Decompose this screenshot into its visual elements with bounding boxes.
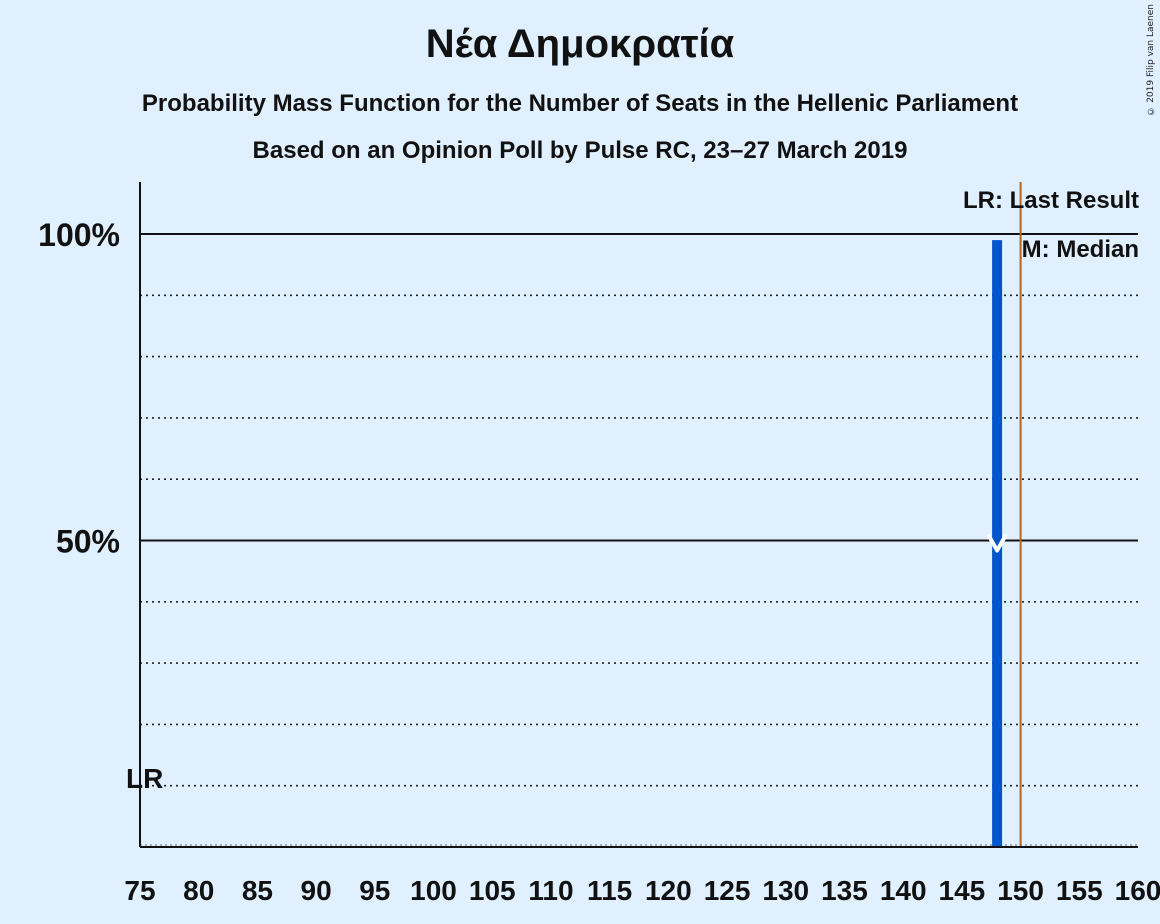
x-tick-label: 100 xyxy=(410,875,457,906)
x-tick-label: 135 xyxy=(821,875,868,906)
chart-subtitle: Probability Mass Function for the Number… xyxy=(141,90,1019,117)
x-tick-label: 125 xyxy=(704,875,751,906)
bar-layer xyxy=(986,182,1022,847)
x-tick-label: 95 xyxy=(359,875,390,906)
x-tick-label: 85 xyxy=(242,875,273,906)
median-marker xyxy=(986,533,1008,553)
x-tick-label: 140 xyxy=(880,875,927,906)
x-tick-label: 110 xyxy=(528,875,573,906)
y-tick-label: 50% xyxy=(56,524,120,560)
x-tick-label: 80 xyxy=(183,875,214,906)
x-tick-label: 120 xyxy=(645,875,692,906)
x-tick-label: 160 xyxy=(1115,875,1160,906)
x-tick-label: 145 xyxy=(939,875,986,906)
chart-subtitle-2: Based on an Opinion Poll by Pulse RC, 23… xyxy=(252,137,908,164)
x-tick-label: 115 xyxy=(587,875,632,906)
x-tick-label: 75 xyxy=(124,875,155,906)
y-tick-label: 100% xyxy=(38,217,120,253)
axis-layer xyxy=(139,182,1138,848)
x-tick-label: 105 xyxy=(469,875,516,906)
grid-layer xyxy=(140,233,1138,846)
legend-last-result: LR: Last Result xyxy=(963,187,1139,214)
x-tick-label: 150 xyxy=(997,875,1044,906)
bar-seat-148 xyxy=(992,240,1003,847)
x-tick-label: 130 xyxy=(762,875,809,906)
label-layer: 50% 100% 75 80 85 90 95 100 105 110 115 120 125 130 13… xyxy=(38,217,1160,906)
x-tick-label: 90 xyxy=(301,875,332,906)
last-result-marker-label: LR xyxy=(126,763,163,794)
x-tick-label: 155 xyxy=(1056,875,1103,906)
chart-title: Νέα Δημοκρατία xyxy=(425,22,735,66)
legend-median: M: Median xyxy=(1022,236,1139,263)
